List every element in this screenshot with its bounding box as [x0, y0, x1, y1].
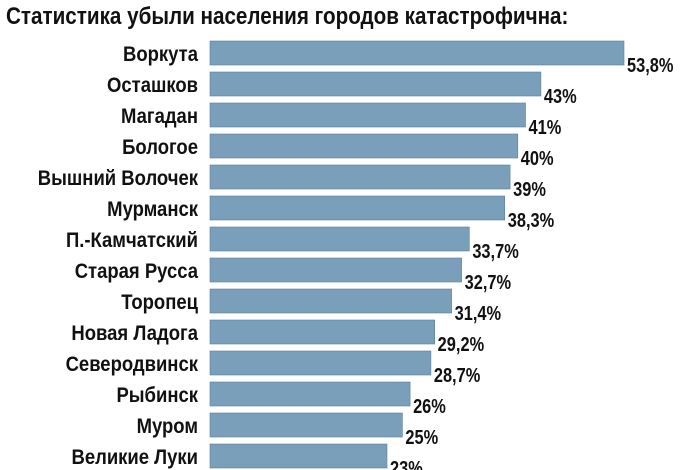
category-label-group: Воркута Осташков Магадан Бологое Вышний Воло… [38, 43, 199, 469]
category-label: Старая Русса [75, 260, 199, 283]
bar [209, 288, 452, 314]
bar [209, 195, 506, 221]
value-label: 43% [544, 84, 577, 107]
category-label: Торопец [121, 291, 198, 314]
bar [209, 319, 435, 345]
category-label: Осташков [107, 74, 198, 97]
value-label: 31,4% [455, 301, 501, 324]
category-label: Бологое [122, 136, 198, 159]
category-label: Новая Ладога [71, 322, 198, 345]
bar [209, 71, 542, 97]
bar [209, 443, 388, 469]
value-label: 25% [405, 425, 438, 448]
category-label: Северодвинск [66, 353, 198, 376]
value-label: 40% [521, 146, 554, 169]
value-label: 32,7% [465, 270, 511, 293]
bar-group [209, 40, 625, 469]
bar [209, 164, 511, 190]
value-label: 29,2% [438, 332, 484, 355]
value-label: 33,7% [472, 239, 518, 262]
value-label: 38,3% [508, 208, 554, 231]
value-label: 39% [513, 177, 546, 200]
bar [209, 257, 462, 283]
category-label: Мурманск [107, 198, 198, 221]
bar [209, 412, 403, 438]
category-label: Магадан [121, 105, 198, 128]
category-label: П.-Камчатский [66, 229, 198, 252]
value-label: 53,8% [627, 53, 673, 76]
category-label: Вышний Волочек [38, 167, 198, 190]
bar [209, 40, 625, 66]
value-label: 23% [390, 456, 423, 470]
category-label: Великие Луки [71, 446, 198, 469]
value-label: 41% [529, 115, 562, 138]
value-label: 28,7% [434, 363, 480, 386]
bar [209, 102, 526, 128]
category-label: Рыбинск [116, 384, 198, 407]
bar [209, 381, 411, 407]
category-label: Муром [137, 415, 198, 438]
bar [209, 350, 432, 376]
bar [209, 226, 470, 252]
value-label-group: 53,8% 43% 41% 40% 39% 38,3% 33,7% 32,7% 31,4% 29,… [390, 53, 673, 470]
category-label: Воркута [123, 43, 199, 66]
bar [209, 133, 519, 159]
chart-title: Статистика убыли населения городов катас… [6, 3, 569, 30]
value-label: 26% [413, 394, 446, 417]
